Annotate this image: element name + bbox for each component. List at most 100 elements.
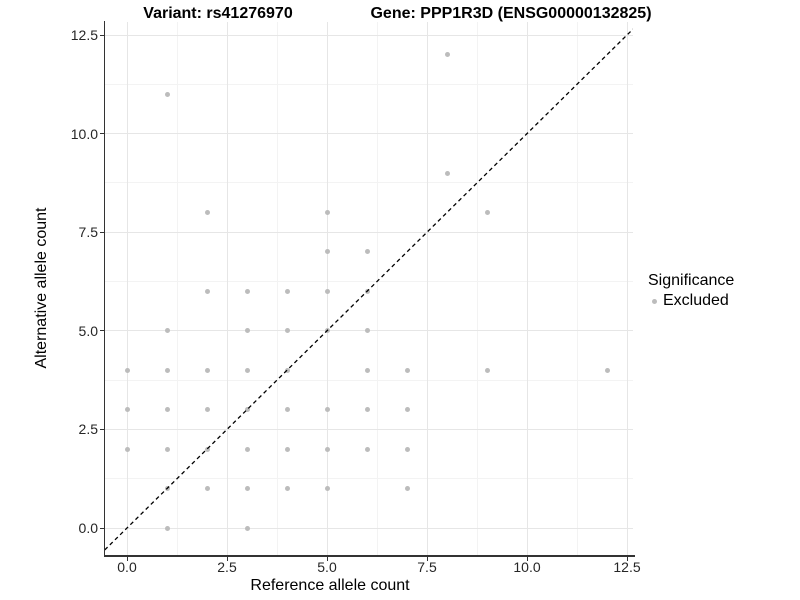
gridline-minor-h xyxy=(105,281,633,282)
data-point xyxy=(324,288,330,294)
data-point xyxy=(324,249,330,255)
gridline-minor-v xyxy=(276,22,278,555)
gridline-major-h xyxy=(105,34,633,36)
y-tick-mark xyxy=(99,231,104,233)
gridline-major-v xyxy=(126,22,128,555)
data-point xyxy=(324,407,330,413)
gridline-major-h xyxy=(105,428,633,430)
gridline-major-h xyxy=(105,133,633,135)
data-point xyxy=(444,52,450,58)
y-tick-label: 12.5 xyxy=(70,27,98,43)
gridline-minor-h xyxy=(105,379,633,381)
data-point xyxy=(164,328,170,334)
data-point xyxy=(404,446,410,452)
data-point xyxy=(244,367,250,373)
gene-title: Gene: PPP1R3D (ENSG00000132825) xyxy=(370,5,652,22)
y-tick-label: 7.5 xyxy=(78,224,98,241)
gridline-minor-v xyxy=(376,22,378,555)
excluded-point-swatch xyxy=(652,298,657,304)
data-point xyxy=(404,367,410,373)
x-tick-mark xyxy=(126,556,128,561)
y-tick-label: 10.0 xyxy=(70,125,98,142)
data-point xyxy=(124,367,130,373)
gridline-minor-v xyxy=(576,22,578,555)
gridline-minor-h xyxy=(105,478,633,480)
data-point xyxy=(284,407,290,413)
x-axis-title: Reference allele count xyxy=(250,577,410,594)
gridline-major-v xyxy=(626,22,628,555)
data-point xyxy=(324,446,330,452)
y-tick-mark xyxy=(99,34,104,36)
data-point xyxy=(364,407,370,413)
y-axis-line xyxy=(103,21,105,557)
data-point xyxy=(124,407,130,413)
data-point xyxy=(404,486,410,492)
data-point xyxy=(364,367,370,373)
y-tick-mark xyxy=(99,527,104,529)
data-point xyxy=(364,328,370,334)
x-tick-mark xyxy=(226,556,228,561)
data-point xyxy=(244,328,250,334)
x-tick-label: 12.5 xyxy=(613,559,641,575)
data-point xyxy=(284,328,290,334)
x-tick-mark xyxy=(526,556,528,561)
data-point xyxy=(164,91,170,97)
variant-title: Variant: rs41276970 xyxy=(143,5,293,22)
data-point xyxy=(164,525,170,531)
data-point xyxy=(484,367,490,373)
x-tick-mark xyxy=(326,556,328,561)
y-tick-mark xyxy=(99,133,104,135)
y-tick-mark xyxy=(99,330,104,332)
data-point xyxy=(204,446,210,452)
gridline-major-v xyxy=(226,22,228,555)
x-tick-label: 10.0 xyxy=(513,559,541,575)
data-point xyxy=(444,170,450,176)
y-tick-mark xyxy=(99,428,104,430)
data-point xyxy=(484,209,490,215)
data-point xyxy=(284,486,290,492)
data-point xyxy=(244,407,250,413)
x-tick-mark xyxy=(426,556,428,561)
gridline-major-v xyxy=(326,22,328,555)
data-point xyxy=(204,407,210,413)
data-point xyxy=(164,367,170,373)
data-point xyxy=(404,407,410,413)
data-point xyxy=(244,525,250,531)
legend-item-excluded: Excluded xyxy=(646,292,734,310)
data-point xyxy=(124,446,130,452)
legend-item-label: Excluded xyxy=(663,292,729,309)
gridline-minor-h xyxy=(105,83,633,85)
data-point xyxy=(204,367,210,373)
data-point xyxy=(164,446,170,452)
y-tick-label: 2.5 xyxy=(78,421,98,438)
y-tick-label: 5.0 xyxy=(78,322,98,339)
x-tick-mark xyxy=(626,556,628,561)
data-point xyxy=(244,446,250,452)
data-point xyxy=(244,288,250,294)
legend: Significance Excluded xyxy=(646,272,734,310)
identity-line xyxy=(105,28,633,551)
y-axis-title: Alternative allele count xyxy=(33,207,50,369)
data-point xyxy=(324,486,330,492)
data-point xyxy=(604,367,610,373)
gridline-minor-v xyxy=(176,22,178,555)
data-point xyxy=(364,249,370,255)
x-tick-label: 5.0 xyxy=(317,559,337,575)
gridline-major-h xyxy=(105,231,633,233)
gridline-minor-v xyxy=(476,22,478,555)
gridline-minor-h xyxy=(105,182,633,184)
data-point xyxy=(164,407,170,413)
data-point xyxy=(284,446,290,452)
data-point xyxy=(244,486,250,492)
plot-panel xyxy=(105,22,633,555)
gridline-major-h xyxy=(105,527,633,529)
data-point xyxy=(324,209,330,215)
x-tick-label: 0.0 xyxy=(117,559,137,575)
legend-title: Significance xyxy=(648,272,735,289)
gridline-major-v xyxy=(426,22,428,555)
y-tick-label: 0.0 xyxy=(78,520,98,536)
data-point xyxy=(204,288,210,294)
x-tick-label: 7.5 xyxy=(417,559,437,575)
legend-key xyxy=(646,298,663,304)
